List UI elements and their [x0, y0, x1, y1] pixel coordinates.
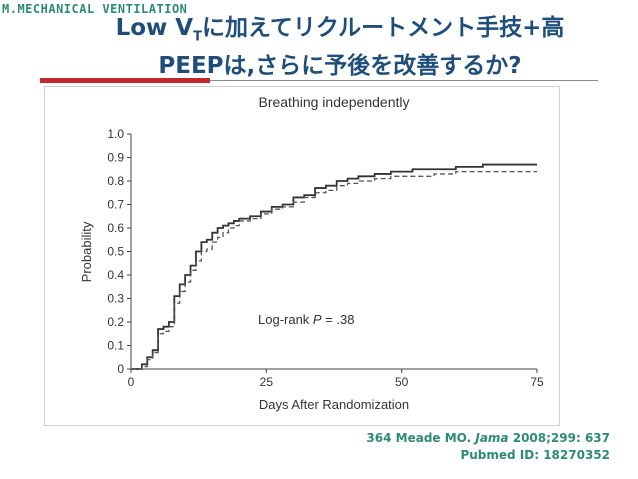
chart-axes: 0 0.1 0.2 0.3 0.4 0.5 0.6 0.7 0.8 0.9 1.0 0 25 50 75: [107, 127, 544, 389]
annotation-p: P: [313, 312, 322, 327]
title-line-2: PEEPは,さらに予後を改善するか?: [158, 52, 522, 79]
y-tick-label: 0: [117, 362, 124, 376]
title-subscript: T: [193, 29, 202, 45]
citation-journal: Jama: [475, 431, 509, 445]
y-tick-label: 0.8: [107, 174, 124, 188]
slide-title: Low VTに加えてリクルートメント手技+高 PEEPは,さらに予後を改善するか…: [60, 14, 620, 81]
chart-title: Breathing independently: [258, 94, 409, 110]
log-rank-annotation: Log-rank P = .38: [258, 312, 354, 327]
citation-prefix: 364 Meade MO.: [366, 431, 472, 445]
annotation-prefix: Log-rank: [258, 312, 313, 327]
annotation-suffix: = .38: [322, 312, 355, 327]
y-axis-label: Probability: [79, 221, 94, 282]
citation: 364 Meade MO. Jama 2008;299: 637 Pubmed …: [366, 430, 610, 464]
x-tick-label: 75: [530, 375, 544, 389]
y-tick-label: 0.2: [107, 315, 124, 329]
y-tick-label: 1.0: [107, 127, 124, 141]
title-line-1: Low VTに加えてリクルートメント手技+高: [60, 14, 620, 52]
y-tick-label: 0.1: [107, 339, 124, 353]
survival-chart: Breathing independently 0 0.1 0.2 0.3 0.4 0.5…: [79, 94, 544, 412]
x-tick-label: 25: [260, 375, 274, 389]
x-tick-label: 50: [395, 375, 409, 389]
y-tick-label: 0.7: [107, 198, 124, 212]
y-tick-label: 0.4: [107, 268, 124, 282]
x-axis-label: Days After Randomization: [259, 397, 409, 412]
title-prefix: Low V: [115, 15, 194, 41]
y-tick-label: 0.3: [107, 292, 124, 306]
series-line-dashed: [131, 170, 537, 370]
y-tick-label: 0.5: [107, 245, 124, 259]
title-suffix: に加えてリクルートメント手技+高: [201, 15, 565, 41]
citation-pubmed: Pubmed ID: 18270352: [460, 448, 610, 462]
chart-figure: Breathing independently 0 0.1 0.2 0.3 0.4 0.5…: [44, 86, 560, 426]
title-accent-bar: [40, 78, 210, 83]
chart-series-layer: [131, 163, 537, 370]
x-tick-label: 0: [128, 375, 135, 389]
series-line-solid: [131, 163, 537, 370]
section-tag: M.MECHANICAL VENTILATION: [2, 2, 188, 16]
y-tick-label: 0.9: [107, 151, 124, 165]
title-divider-line: [210, 80, 598, 81]
y-tick-label: 0.6: [107, 221, 124, 235]
citation-line-1: 364 Meade MO. Jama 2008;299: 637: [366, 430, 610, 447]
citation-details: 2008;299: 637: [512, 431, 610, 445]
